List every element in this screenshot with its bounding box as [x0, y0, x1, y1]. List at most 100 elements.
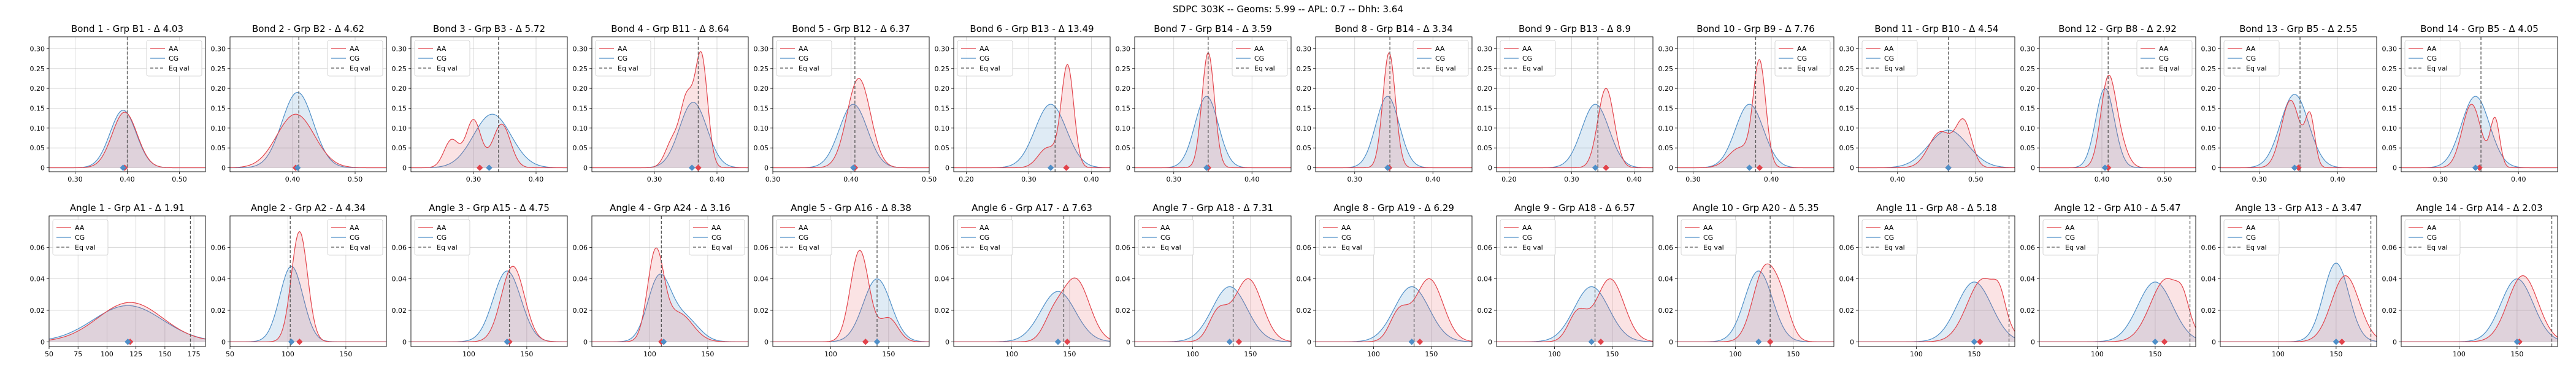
y-tick-label: 0.05: [573, 144, 588, 152]
axes-frame: [2039, 36, 2196, 172]
x-tick-label: 150: [1425, 350, 1438, 358]
x-tick-label: 100: [101, 350, 113, 358]
x-tick-label: 150: [1787, 350, 1800, 358]
legend-box: [776, 219, 832, 256]
legend-item-aa-label: AA: [799, 224, 808, 232]
x-tick-label: 0.40: [2511, 175, 2526, 183]
y-tick-label: 0.05: [1297, 144, 1312, 152]
aa-mean-marker: [476, 164, 483, 171]
cg-density-fill: [592, 274, 748, 342]
legend-item-aa-label: AA: [75, 224, 85, 232]
axes-frame: [1677, 215, 1834, 347]
aa-density-fill: [1135, 278, 1291, 342]
y-tick-label: 0.10: [935, 125, 950, 132]
x-tick-label: 0.30: [647, 175, 662, 183]
legend-item-aa-label: AA: [1160, 224, 1170, 232]
legend-item-cg-label: CG: [1884, 234, 1894, 242]
legend-box: [595, 40, 651, 77]
subplot-title: Angle 11 - Grp A8 - Δ 5.18: [1876, 202, 1997, 213]
cg-mean-marker: [688, 164, 696, 171]
axes-frame: [1496, 36, 1654, 172]
aa-density-fill: [411, 119, 567, 168]
cg-density-fill: [1316, 286, 1472, 342]
cg-mean-marker: [1408, 338, 1416, 345]
y-tick-label: 0.06: [754, 243, 769, 251]
y-tick-label: 0.25: [2382, 65, 2398, 73]
cg-mean-marker: [2101, 164, 2109, 171]
y-tick-label: 0.05: [1839, 144, 1855, 152]
subplot-title: Angle 5 - Grp A16 - Δ 8.38: [791, 202, 911, 213]
subplot-23: Angle 9 - Grp A18 - Δ 6.57 100 150 0 0.02 0.0…: [1478, 202, 1654, 358]
y-tick-label: 0.04: [1839, 275, 1855, 283]
y-tick-label: 0: [2393, 338, 2397, 346]
aa-density-fill: [230, 231, 386, 342]
aa-density-line: [1677, 263, 1834, 342]
legend-box: [957, 40, 1013, 77]
legend-item-eq-label: Eq val: [618, 64, 638, 72]
legend-item-eq-label: Eq val: [2065, 243, 2086, 251]
legend-item-aa-label: AA: [2246, 45, 2256, 53]
aa-density-line: [1135, 52, 1291, 169]
axes-frame: [1858, 36, 2015, 172]
y-tick-label: 0.15: [2020, 104, 2036, 112]
aa-density-line: [230, 113, 386, 169]
cg-mean-marker: [125, 338, 131, 345]
legend-item-aa-label: AA: [1797, 45, 1807, 53]
series-aa: [1316, 52, 1472, 169]
y-tick-label: 0.20: [2382, 85, 2398, 93]
x-tick-label: 0.40: [2330, 175, 2345, 183]
aa-density-line: [592, 51, 748, 169]
series-aa: [1316, 278, 1472, 342]
subplot-8: Bond 8 - Grp B14 - Δ 3.34 0.30 0.40 0 0.05 0.…: [1297, 23, 1473, 183]
y-tick-label: 0.04: [392, 275, 407, 283]
y-tick-label: 0.25: [1658, 65, 1674, 73]
legend-item-eq-label: Eq val: [1522, 64, 1543, 72]
y-tick-label: 0.25: [754, 65, 769, 73]
axes-frame: [772, 215, 930, 347]
legend-item-aa-label: AA: [437, 224, 447, 232]
y-tick-label: 0.04: [2201, 275, 2217, 283]
y-tick-label: 0.20: [754, 85, 769, 93]
subplot-title: Angle 9 - Grp A18 - Δ 6.57: [1514, 202, 1635, 213]
legend-item-aa-label: AA: [979, 224, 989, 232]
x-tick-label: 0.50: [922, 175, 937, 183]
cg-mean-marker: [660, 338, 667, 345]
y-tick-label: 0: [945, 164, 949, 172]
cg-density-fill: [1135, 286, 1291, 342]
cg-mean-marker: [1203, 164, 1210, 171]
y-tick-label: 0.30: [2382, 45, 2398, 53]
legend-item-aa-label: AA: [1522, 224, 1532, 232]
legend-item-aa-label: AA: [1884, 224, 1894, 232]
aa-density-fill: [954, 64, 1110, 168]
y-tick-label: 0.04: [30, 275, 45, 283]
aa-density-fill: [2220, 100, 2377, 168]
y-tick-label: 0.30: [754, 45, 769, 53]
y-tick-label: 0: [2031, 338, 2035, 346]
axes-frame: [1134, 215, 1292, 347]
aa-density-line: [1135, 278, 1291, 342]
y-tick-label: 0: [2031, 164, 2035, 172]
legend-box: [2223, 40, 2280, 77]
y-tick-label: 0: [1488, 164, 1492, 172]
x-tick-label: 150: [882, 350, 895, 358]
aa-density-fill: [1858, 118, 2015, 168]
legend-item-aa-label: AA: [2159, 45, 2169, 53]
series-aa: [2039, 74, 2196, 169]
series-aa: [230, 231, 386, 342]
x-tick-label: 150: [1244, 350, 1257, 358]
x-tick-label: 0.40: [710, 175, 725, 183]
cg-mean-marker: [504, 338, 511, 345]
y-tick-label: 0: [945, 338, 949, 346]
y-tick-label: 0.06: [1478, 243, 1493, 251]
y-tick-label: 0.30: [211, 45, 226, 53]
cg-mean-marker: [1746, 164, 1753, 171]
y-tick-label: 0.30: [1658, 45, 1674, 53]
legend-item-eq-label: Eq val: [799, 64, 819, 72]
aa-mean-marker: [2161, 338, 2168, 345]
y-tick-label: 0: [40, 338, 45, 346]
x-tick-label: 100: [2091, 350, 2104, 358]
y-tick-label: 0.04: [2382, 275, 2398, 283]
y-tick-label: 0.15: [1116, 104, 1131, 112]
